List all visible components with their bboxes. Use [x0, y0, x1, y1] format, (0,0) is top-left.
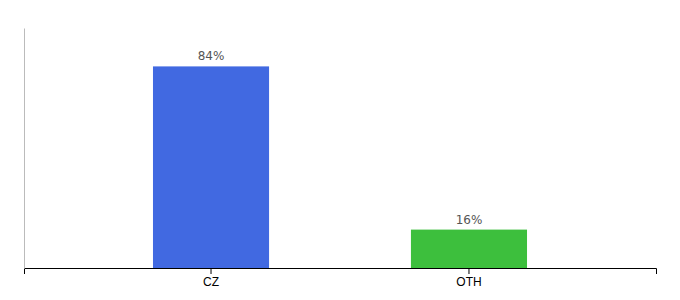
x-tick: OTH — [456, 268, 481, 289]
x-tick-mark — [468, 268, 469, 274]
x-tick-mark — [211, 268, 212, 274]
x-axis-line — [25, 269, 657, 275]
bars — [153, 66, 527, 268]
plot: 84% 16% CZ OTH — [25, 29, 657, 289]
data-label: 16% — [456, 213, 483, 227]
x-axis: CZ OTH — [25, 268, 657, 289]
bar — [153, 66, 269, 268]
data-label: 84% — [198, 49, 225, 63]
chart: 84% 16% CZ OTH — [0, 0, 680, 300]
x-tick: CZ — [203, 268, 219, 289]
x-tick-label: CZ — [203, 275, 219, 289]
data-labels: 84% 16% — [198, 49, 483, 226]
y-axis — [24, 29, 25, 269]
x-tick-label: OTH — [456, 275, 481, 289]
y-axis-line — [24, 29, 25, 269]
bar — [411, 230, 527, 268]
